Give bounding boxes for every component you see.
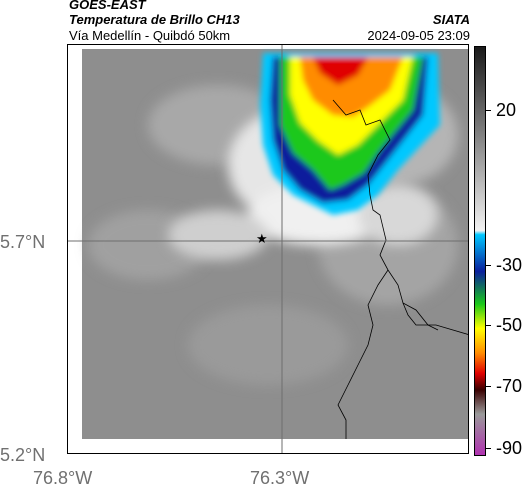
convective-cell: [260, 53, 440, 215]
colorbar-tick: [486, 110, 491, 111]
org-label: SIATA: [432, 12, 470, 27]
colorbar-tick: [486, 386, 491, 387]
colorbar-label-2: -30: [496, 255, 523, 275]
station-marker-icon: ★: [256, 231, 268, 246]
colorbar-tick: [486, 448, 491, 449]
colorbar-label-4: -70: [496, 376, 523, 396]
colorbar-label-1: 20: [496, 100, 517, 120]
datetime-label: 2024-09-05 23:09: [367, 28, 470, 43]
route-subtitle: Vía Medellín - Quibdó 50km: [69, 28, 231, 43]
y-tick-1: 5.7°N: [0, 232, 46, 252]
colorbar-label-5: -90: [496, 438, 523, 458]
temperature-colorbar: [474, 46, 486, 456]
colorbar-tick: [486, 325, 491, 326]
satellite-title: GOES-EAST: [69, 0, 146, 12]
colorbar-label-3: -50: [496, 315, 523, 335]
map-panel[interactable]: ★: [67, 44, 469, 454]
x-tick-2: 76.3°W: [250, 468, 310, 488]
boundary-lines: [332, 99, 468, 439]
colorbar-tick: [486, 265, 491, 266]
x-tick-1: 76.8°W: [33, 468, 93, 488]
product-title: Temperatura de Brillo CH13: [69, 12, 240, 27]
y-tick-2: 5.2°N: [0, 445, 46, 465]
satellite-map: [68, 45, 468, 453]
